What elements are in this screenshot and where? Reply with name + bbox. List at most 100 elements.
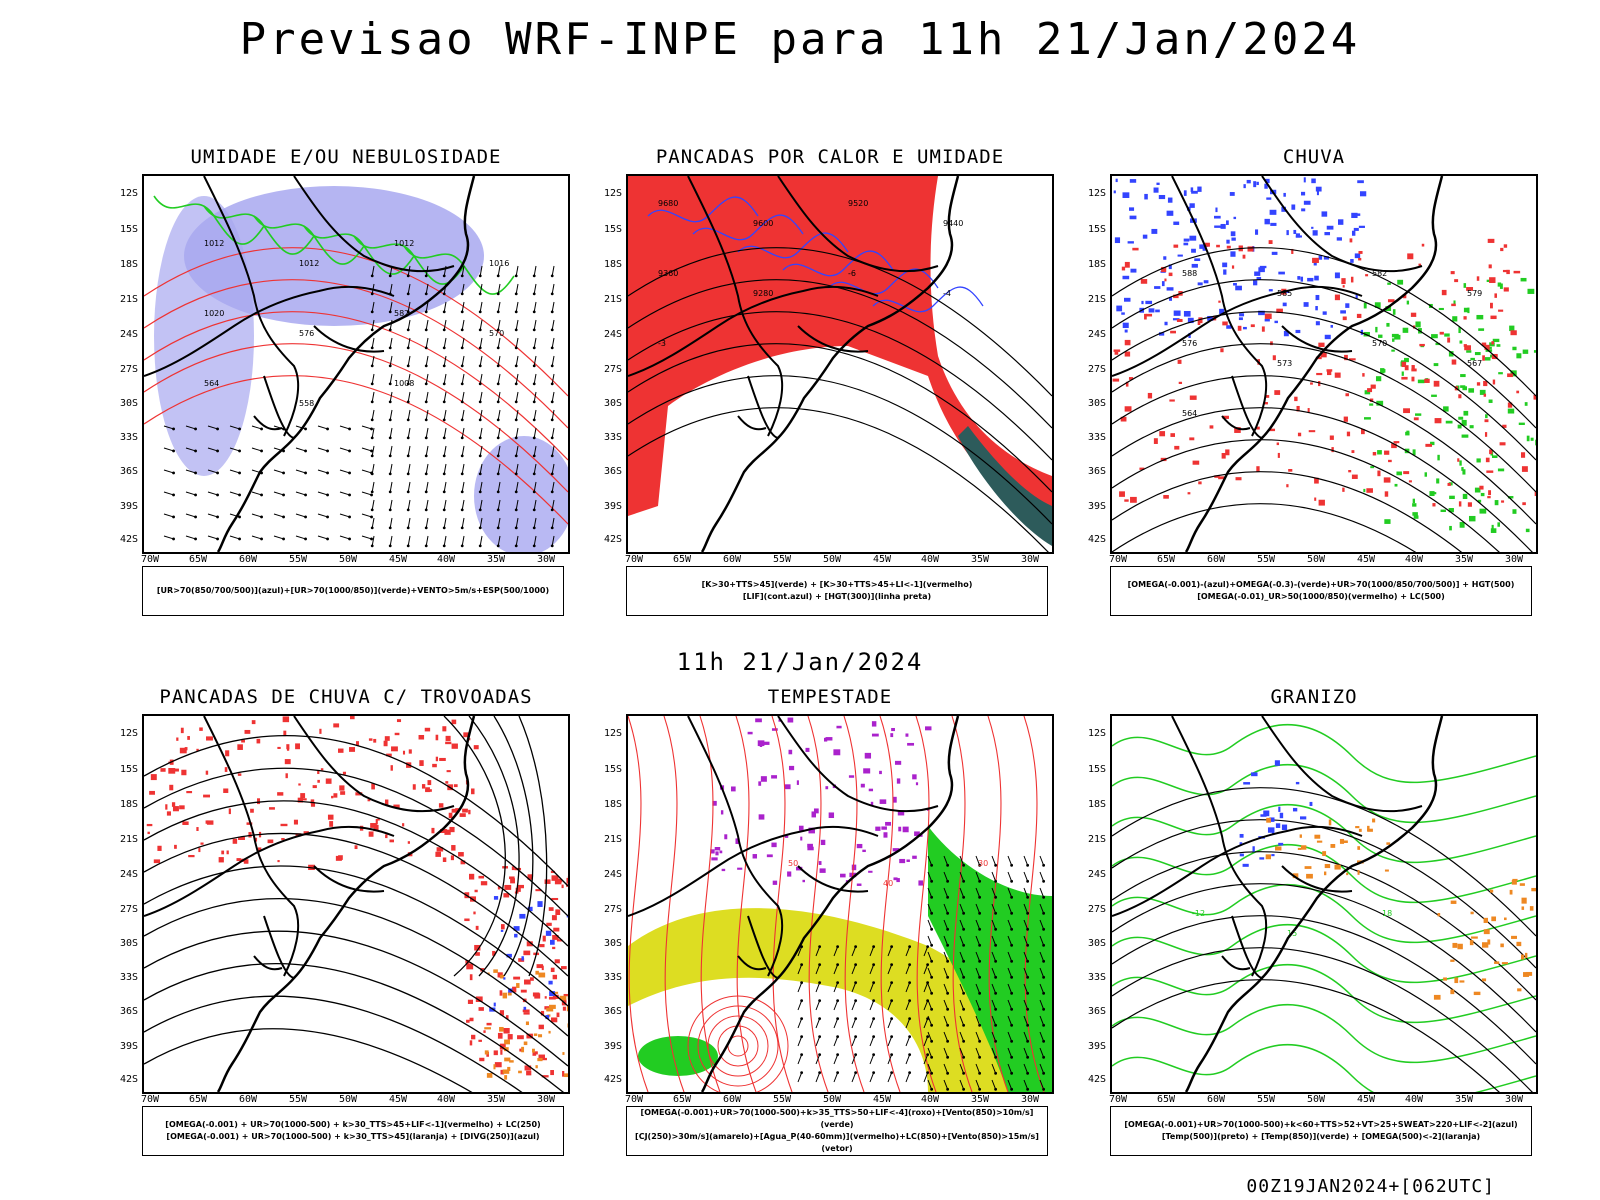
wind-vector-head [514, 418, 518, 422]
wind-vector-head [872, 1017, 876, 1021]
wind-vector [869, 946, 875, 957]
storm-red-area [469, 1017, 474, 1022]
wind-vector [229, 469, 240, 474]
wind-vector-head [478, 544, 482, 548]
contour-label: 9680 [658, 199, 678, 208]
omega-orange-area [1517, 988, 1522, 992]
hail-blue-area [1239, 833, 1244, 838]
wind-vector [425, 301, 429, 312]
latitude-tick: 36S [603, 466, 622, 477]
wind-vector [251, 535, 262, 540]
wind-vector [1039, 855, 1045, 866]
wind-vector-head [478, 508, 482, 512]
storm-red-area [473, 745, 479, 750]
wind-vector [389, 391, 393, 402]
longitude-tick: 40W [1404, 1094, 1424, 1105]
longitude-tick: 35W [486, 1094, 506, 1105]
wind-vector-head [836, 945, 840, 949]
divergence-area [519, 913, 526, 919]
rain-red-area [1291, 248, 1294, 254]
wind-vector [943, 935, 949, 946]
wind-vector-head [406, 544, 410, 548]
rain-red-area [1401, 361, 1407, 368]
wind-vector [389, 535, 393, 546]
longitude-tick: 30W [536, 554, 556, 565]
wind-vector-head [836, 1017, 840, 1021]
wind-vector [943, 967, 949, 978]
thickness-contour [144, 311, 568, 461]
omega-green-area [1458, 416, 1464, 420]
omega-orange-area [1437, 913, 1441, 917]
wind-vector [551, 445, 555, 456]
rain-red-area [1329, 435, 1334, 440]
wind-vector-head [978, 975, 982, 979]
rain-red-area [1114, 351, 1119, 355]
storm-red-area [466, 963, 474, 970]
omega-green-area [1385, 306, 1392, 311]
omega-green-area [1374, 302, 1381, 308]
height-contour [1112, 471, 1462, 552]
storm-red-area [386, 753, 392, 757]
country-border [203, 716, 300, 977]
wind-vector-head [532, 364, 536, 368]
wind-vector-head [1010, 927, 1014, 931]
storm-red-area [277, 792, 284, 796]
storm-red-area [474, 944, 481, 951]
state-border [313, 325, 385, 353]
omega-blue-area [1127, 241, 1134, 244]
omega-blue-area [1351, 230, 1356, 236]
divergence-area [514, 933, 518, 938]
wind-vector-head [800, 1053, 804, 1057]
wind-vector [371, 427, 375, 438]
wind-vector-head [194, 427, 197, 431]
severe-storm-area [730, 786, 736, 792]
severe-storm-area [896, 878, 900, 883]
wind-vector-head [532, 526, 536, 530]
storm-red-area [524, 1065, 532, 1071]
omega-orange-area [1457, 943, 1463, 950]
omega-green-area [1375, 376, 1382, 382]
water-vapor-contour [951, 716, 973, 1092]
omega-green-area [1460, 385, 1466, 388]
omega-green-area [1469, 425, 1474, 429]
wind-vector-head [478, 274, 482, 278]
rain-red-area [1296, 405, 1300, 412]
storm-red-area [448, 812, 453, 819]
omega-green-area [1412, 503, 1417, 507]
storm-red-area [174, 844, 177, 849]
severe-storm-area [856, 883, 862, 886]
wind-vector [407, 373, 411, 384]
hail-blue-area [1243, 782, 1251, 785]
longitude-tick: 70W [140, 554, 160, 565]
contour-label: -3 [658, 339, 666, 348]
wind-vector [371, 355, 375, 366]
omega-blue-area [1254, 271, 1261, 276]
temp-850-contour [1112, 843, 1536, 904]
storm-red-area [551, 897, 559, 901]
storm-red-area [478, 1039, 482, 1042]
latitude-tick: 39S [603, 501, 622, 512]
wind-vector [515, 301, 519, 312]
wind-vector-head [326, 427, 329, 431]
state-border [293, 176, 455, 273]
wind-vector-head [1026, 991, 1030, 995]
omega-orange-area [1509, 889, 1513, 895]
rain-red-area [1205, 242, 1210, 247]
rain-red-area [1458, 501, 1462, 507]
longitude-tick: 35W [970, 1094, 990, 1105]
wind-vector-head [1026, 1071, 1030, 1075]
wind-vector [479, 373, 483, 384]
omega-blue-area [1256, 276, 1262, 280]
wind-vector [389, 409, 393, 420]
severe-storm-area [720, 810, 724, 815]
storm-red-area [237, 744, 243, 750]
contour-label: 1008 [394, 379, 414, 388]
storm-red-area [394, 732, 400, 736]
hail-blue-area [1292, 807, 1298, 812]
omega-orange-area [1433, 994, 1441, 1000]
wind-vector [1039, 903, 1045, 914]
wind-vector-head [930, 1023, 934, 1027]
omega-orange-area [1471, 936, 1478, 939]
wind-vector [927, 967, 933, 978]
rain-red-area [1425, 443, 1432, 447]
